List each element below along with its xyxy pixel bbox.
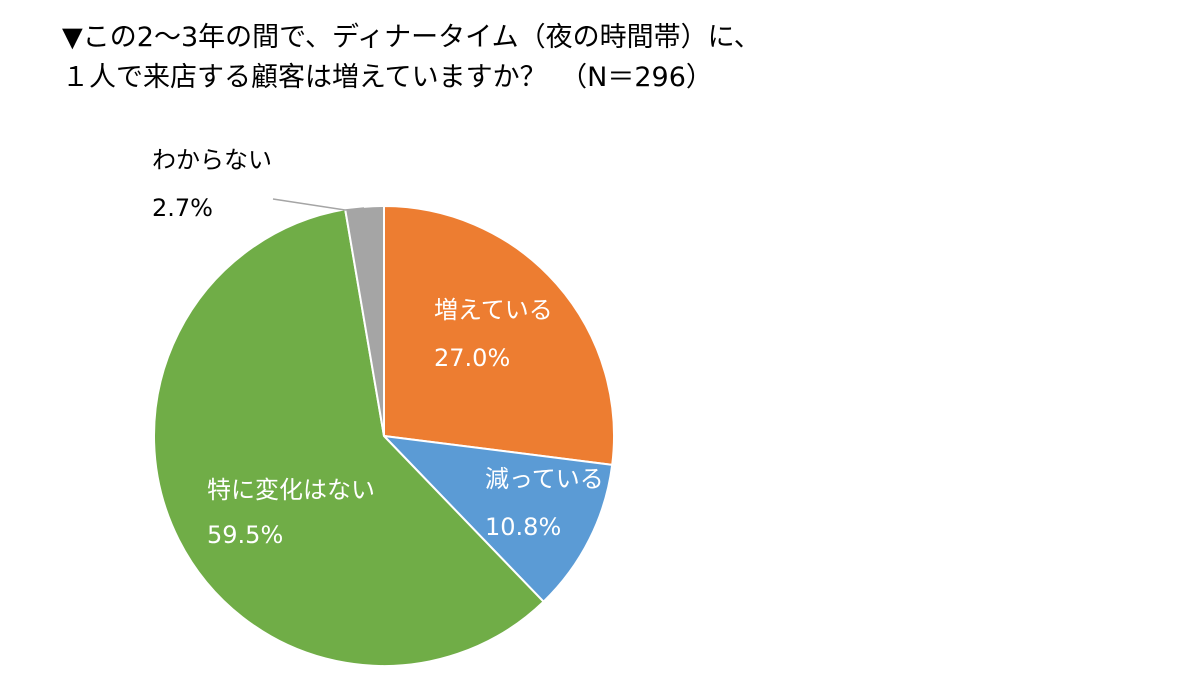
callout-line-wakaranai — [272, 198, 365, 211]
pie-slices — [153, 204, 615, 667]
slice-value-fueteiru: 27.0% — [434, 344, 510, 372]
slice-label-fueteiru: 増えている — [434, 296, 553, 324]
chart-title-line-2: １人で来店する顧客は増えていますか？ （N＝296） — [62, 62, 713, 93]
pie-slice-hetteiru — [381, 434, 614, 604]
slice-label-hetteiru: 減っている — [485, 465, 604, 493]
pie-slice-fueteiru — [383, 204, 615, 466]
slice-value-hetteiru: 10.8% — [485, 513, 561, 541]
pie-slice-tokuni-henka-wa-nai — [153, 208, 545, 667]
chart-title: ▼この2～3年の間で、ディナータイム（夜の時間帯）に、 １人で来店する顧客は増え… — [62, 18, 761, 98]
slice-label-wakaranai: わからない — [152, 146, 272, 174]
slice-value-wakaranai: 2.7% — [152, 194, 213, 222]
slice-label-tokuni-henka-wa-nai: 特に変化はない — [207, 476, 375, 504]
slice-value-tokuni-henka-wa-nai: 59.5% — [207, 521, 283, 549]
slice-labels: 増えている 27.0% 減っている 10.8% 特に変化はない 59.5% わからない 2.7… — [152, 146, 604, 549]
chart-title-line-1: ▼この2～3年の間で、ディナータイム（夜の時間帯）に、 — [62, 22, 761, 53]
